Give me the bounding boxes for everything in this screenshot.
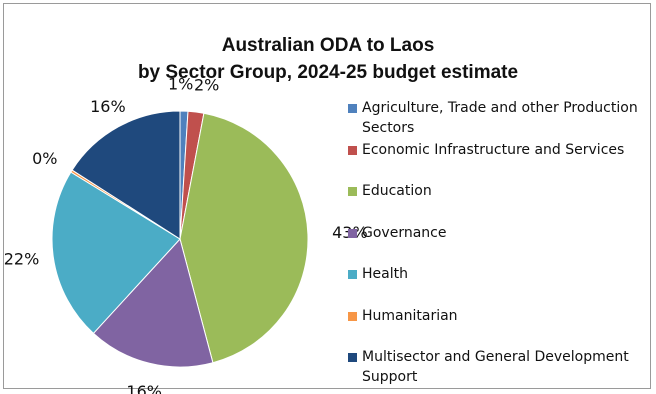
legend-swatch: [348, 312, 357, 321]
chart-title-line2: by Sector Group, 2024-25 budget estimate: [137, 62, 519, 83]
legend-swatch: [348, 270, 357, 279]
data-label-4: 22%: [4, 249, 40, 268]
data-label-0: 1%: [168, 75, 193, 94]
chart-title-line1: Australian ODA to Laos: [221, 35, 435, 56]
legend-label: Education: [362, 183, 432, 199]
legend-item: Humanitarian: [348, 306, 458, 326]
legend-label: Agriculture, Trade and other Production …: [362, 100, 638, 136]
pie-slice-governance: [92, 237, 214, 368]
data-label-1: 2%: [194, 76, 219, 95]
pie-slice-education: [179, 112, 309, 364]
legend-item: Multisector and General Development Supp…: [348, 347, 656, 387]
pie-slice-health: [51, 171, 181, 335]
data-label-6: 16%: [90, 97, 126, 116]
legend-item: Agriculture, Trade and other Production …: [348, 98, 656, 138]
legend-swatch: [348, 146, 357, 155]
legend-label: Multisector and General Development Supp…: [362, 349, 629, 385]
legend-item: Governance: [348, 223, 446, 243]
legend-label: Governance: [362, 225, 447, 241]
legend-swatch: [348, 229, 357, 238]
legend-swatch: [348, 353, 357, 362]
legend-label: Health: [362, 266, 408, 282]
data-label-5: 0%: [32, 149, 57, 168]
pie-slice-multisector-and-general-development-support: [71, 110, 181, 240]
legend-item: Economic Infrastructure and Services: [348, 140, 624, 160]
legend-label: Humanitarian: [362, 308, 458, 324]
legend-item: Health: [348, 264, 408, 284]
data-label-3: 16%: [126, 382, 162, 394]
legend-swatch: [348, 187, 357, 196]
legend-item: Education: [348, 181, 432, 201]
legend-label: Economic Infrastructure and Services: [362, 142, 625, 158]
legend-swatch: [348, 104, 357, 113]
